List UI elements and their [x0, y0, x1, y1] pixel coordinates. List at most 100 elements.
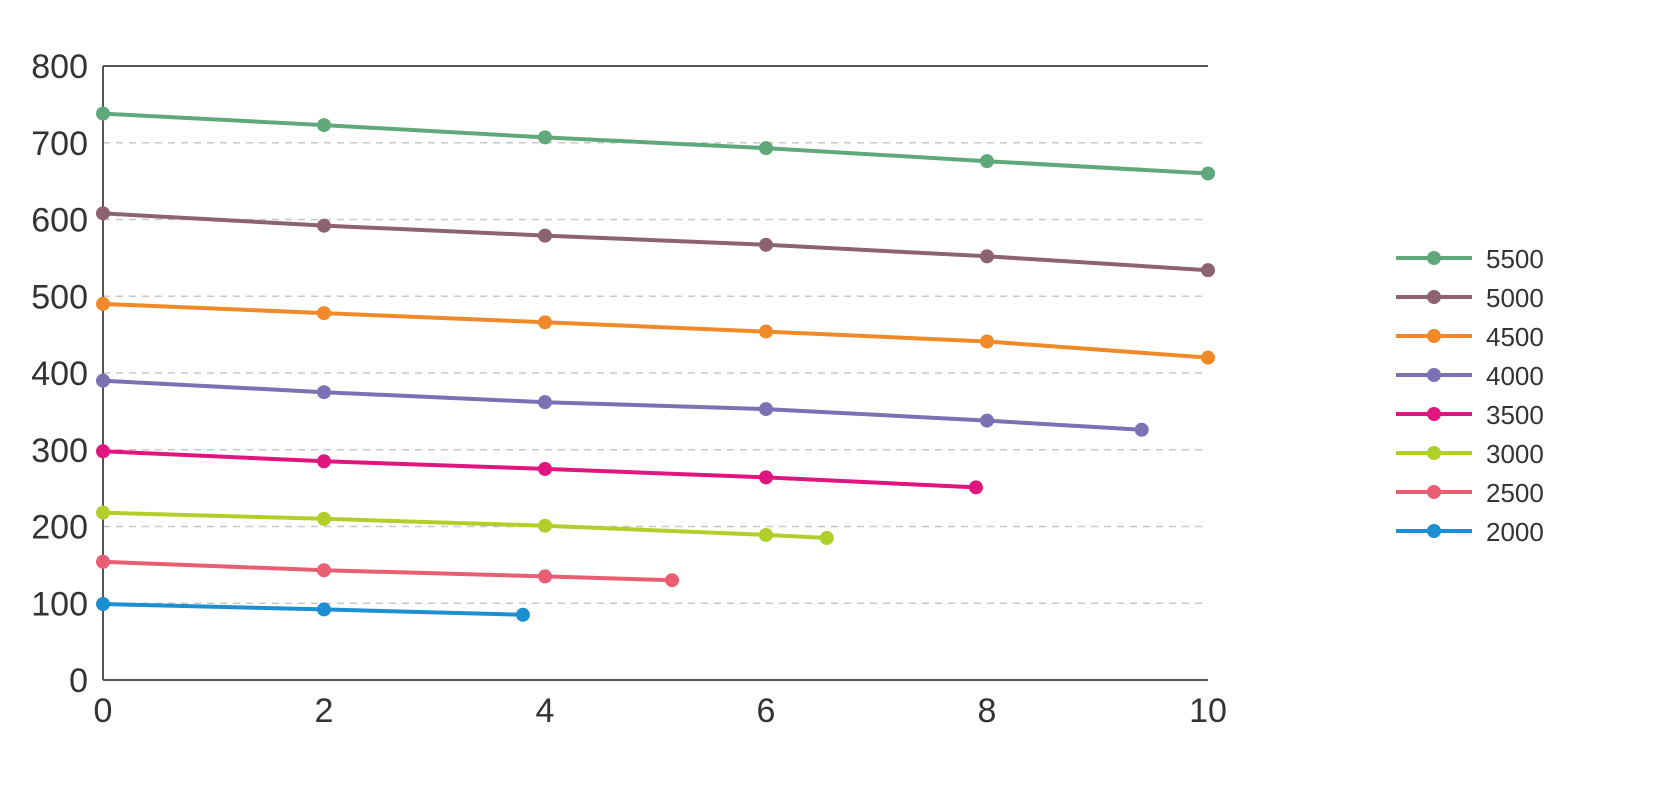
data-point — [759, 402, 773, 417]
series-3000 — [96, 505, 834, 546]
data-point — [515, 607, 530, 622]
legend-marker — [1427, 485, 1441, 499]
x-tick-label: 10 — [1189, 692, 1227, 730]
legend-item-5000: 5000 — [1396, 283, 1544, 313]
data-point — [665, 573, 680, 588]
legend-item-2000: 2000 — [1396, 517, 1544, 547]
data-point — [538, 569, 552, 584]
legend-marker — [1427, 407, 1441, 421]
y-tick-labels: 0 100 200 300 400 500 600 700 800 — [31, 48, 88, 700]
legend-label: 4500 — [1486, 322, 1544, 352]
legend-item-3000: 3000 — [1396, 439, 1544, 469]
y-tick-label: 800 — [31, 48, 88, 86]
data-point — [317, 511, 331, 526]
x-tick-labels: 0 2 4 6 8 10 — [94, 692, 1227, 730]
legend-label: 5000 — [1486, 283, 1544, 313]
x-tick-label: 6 — [757, 692, 776, 730]
data-point — [317, 454, 331, 469]
y-tick-label: 400 — [31, 355, 88, 393]
data-point — [96, 106, 110, 121]
series-lines — [96, 106, 1215, 622]
data-point — [317, 563, 331, 578]
data-point — [317, 306, 331, 321]
data-point — [96, 206, 110, 221]
x-tick-label: 2 — [315, 692, 334, 730]
data-point — [1134, 422, 1149, 437]
series-line — [101, 602, 525, 617]
x-tick-label: 4 — [536, 692, 555, 730]
legend-marker — [1427, 329, 1441, 343]
legend-label: 2000 — [1486, 517, 1544, 547]
legend-marker — [1427, 251, 1441, 265]
data-point — [96, 444, 110, 459]
data-point — [538, 518, 552, 533]
data-point — [819, 531, 834, 546]
axes — [102, 65, 1208, 681]
data-point — [1201, 166, 1215, 181]
legend-label: 3500 — [1486, 400, 1544, 430]
series-line — [101, 559, 675, 583]
legend-item-4500: 4500 — [1396, 322, 1544, 352]
y-tick-label: 300 — [31, 432, 88, 470]
data-point — [968, 480, 983, 495]
x-tick-label: 8 — [978, 692, 997, 730]
data-point — [980, 249, 994, 264]
legend-item-2500: 2500 — [1396, 478, 1544, 508]
series-line — [101, 301, 1210, 360]
y-tick-label: 700 — [31, 125, 88, 163]
data-point — [1201, 263, 1215, 278]
data-point — [759, 237, 773, 252]
data-point — [317, 118, 331, 133]
data-point — [538, 395, 552, 410]
data-point — [538, 228, 552, 243]
legend-marker — [1427, 524, 1441, 538]
data-point — [96, 296, 110, 311]
legend-marker — [1427, 446, 1441, 460]
legend-label: 3000 — [1486, 439, 1544, 469]
data-point — [980, 334, 994, 349]
legend-item-4000: 4000 — [1396, 361, 1544, 391]
x-tick-label: 0 — [94, 692, 113, 730]
series-4500 — [96, 296, 1215, 365]
series-line — [101, 510, 829, 540]
data-point — [759, 527, 773, 542]
data-point — [96, 373, 110, 388]
data-point — [538, 130, 552, 145]
data-point — [538, 461, 552, 476]
data-point — [1201, 350, 1215, 365]
data-point — [759, 324, 773, 339]
legend-item-5500: 5500 — [1396, 244, 1544, 274]
data-point — [759, 141, 773, 156]
series-line — [101, 378, 1144, 432]
data-point — [96, 554, 110, 569]
data-point — [538, 315, 552, 330]
series-2000 — [96, 597, 530, 622]
legend-label: 2500 — [1486, 478, 1544, 508]
y-tick-label: 100 — [31, 585, 88, 623]
y-tick-label: 200 — [31, 509, 88, 547]
series-3500 — [96, 444, 983, 495]
series-2500 — [96, 554, 680, 588]
grid-lines — [103, 142, 1208, 604]
data-point — [96, 505, 110, 520]
series-5000 — [96, 206, 1215, 278]
legend-marker — [1427, 368, 1441, 382]
series-5500 — [96, 106, 1215, 181]
y-tick-label: 500 — [31, 278, 88, 316]
legend: 5500 5000 4500 4000 3500 3000 2500 2000 — [1396, 244, 1544, 547]
legend-label: 4000 — [1486, 361, 1544, 391]
data-point — [980, 413, 994, 428]
legend-item-3500: 3500 — [1396, 400, 1544, 430]
data-point — [317, 602, 331, 617]
data-point — [980, 154, 994, 169]
data-point — [96, 597, 110, 612]
data-point — [317, 218, 331, 233]
series-line — [101, 211, 1210, 273]
data-point — [759, 470, 773, 485]
y-tick-label: 600 — [31, 202, 88, 240]
series-4000 — [96, 373, 1149, 437]
series-line — [101, 111, 1210, 176]
legend-label: 5500 — [1486, 244, 1544, 274]
legend-marker — [1427, 290, 1441, 304]
